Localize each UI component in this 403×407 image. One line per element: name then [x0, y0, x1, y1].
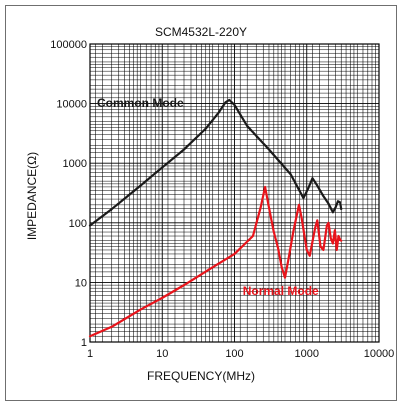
x-tick-label: 1: [87, 348, 93, 360]
impedance-chart: SCM4532L-220Y FREQUENCY(MHz) IMPEDANCE(Ω…: [25, 25, 394, 383]
plot-border: [89, 43, 380, 343]
normal-mode-line: [88, 185, 343, 338]
chart-frame: SCM4532L-220Y FREQUENCY(MHz) IMPEDANCE(Ω…: [5, 5, 397, 401]
series-lines: [88, 98, 343, 338]
y-tick-label: 100: [69, 218, 87, 230]
y-tick-label: 10000: [56, 99, 87, 111]
x-axis-label: FREQUENCY(MHz): [147, 369, 255, 383]
normal-mode-label: Normal Mode: [243, 284, 319, 298]
x-tick-label: 10: [156, 348, 168, 360]
y-tick-label: 1000: [63, 158, 87, 170]
chart-title: SCM4532L-220Y: [155, 25, 247, 39]
common-mode-label: Common Mode: [97, 96, 184, 110]
series-labels: Common Mode Normal Mode: [97, 96, 319, 298]
common-mode-line: [88, 98, 343, 227]
y-tick-label: 1: [81, 337, 87, 349]
y-tick-label: 10: [75, 277, 87, 289]
grid: [89, 43, 380, 343]
tick-labels: 1 10 100 1000 10000 1 10 100 1000 10000 100000: [50, 39, 394, 360]
y-axis-label: IMPEDANCE(Ω): [25, 152, 39, 240]
y-tick-label: 100000: [50, 39, 87, 51]
x-tick-label: 100: [225, 348, 243, 360]
x-tick-label: 10000: [364, 348, 395, 360]
x-tick-label: 1000: [295, 348, 319, 360]
